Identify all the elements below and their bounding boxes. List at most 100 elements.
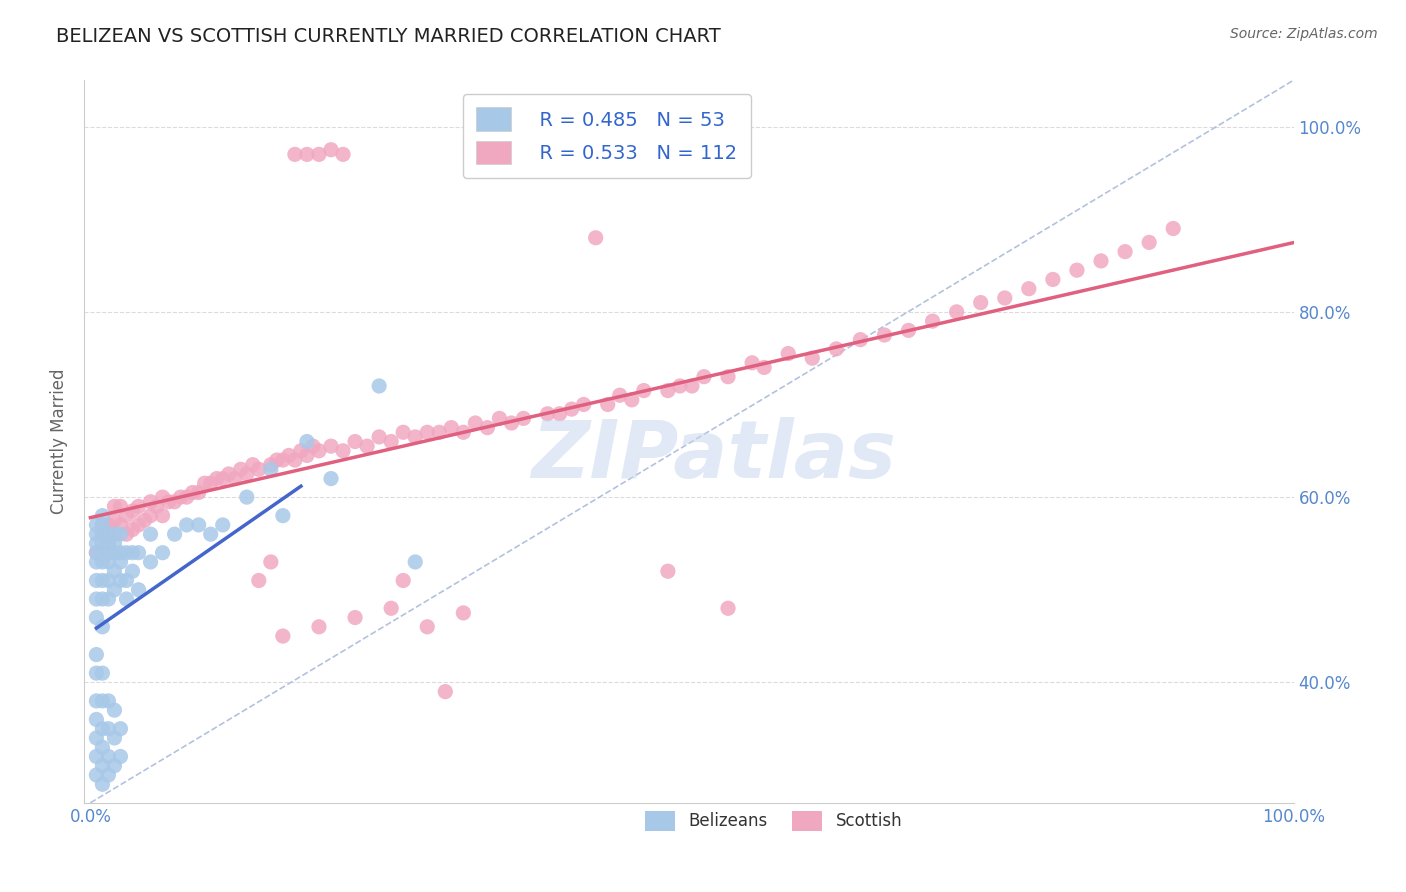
Point: [115, 527, 138, 541]
Point: [139, 555, 162, 569]
Point: [97, 536, 120, 550]
Point: [86, 555, 108, 569]
Point: [86, 666, 108, 681]
Point: [91, 527, 114, 541]
Point: [319, 439, 342, 453]
Point: [633, 384, 655, 398]
Point: [295, 434, 318, 449]
Point: [110, 546, 132, 560]
Point: [121, 504, 143, 518]
Point: [945, 305, 967, 319]
Point: [110, 500, 132, 514]
Point: [91, 777, 114, 791]
Point: [277, 449, 299, 463]
Point: [86, 592, 108, 607]
Point: [319, 143, 342, 157]
Text: ZIPatlas: ZIPatlas: [530, 417, 896, 495]
Point: [271, 453, 294, 467]
Point: [145, 500, 167, 514]
Point: [152, 508, 174, 523]
Point: [97, 694, 120, 708]
Point: [91, 694, 114, 708]
Point: [103, 536, 125, 550]
Point: [97, 592, 120, 607]
Point: [434, 684, 457, 698]
Point: [187, 485, 209, 500]
Point: [91, 620, 114, 634]
Point: [103, 513, 125, 527]
Point: [86, 574, 108, 588]
Point: [488, 411, 510, 425]
Point: [266, 453, 288, 467]
Point: [110, 574, 132, 588]
Point: [849, 333, 872, 347]
Point: [86, 527, 108, 541]
Point: [86, 546, 108, 560]
Point: [176, 517, 198, 532]
Point: [157, 494, 180, 508]
Point: [536, 407, 558, 421]
Point: [169, 490, 191, 504]
Point: [128, 517, 150, 532]
Point: [91, 592, 114, 607]
Point: [392, 425, 415, 440]
Point: [319, 472, 342, 486]
Point: [103, 546, 125, 560]
Point: [115, 592, 138, 607]
Point: [332, 443, 354, 458]
Point: [825, 342, 848, 356]
Point: [453, 606, 475, 620]
Point: [115, 574, 138, 588]
Point: [356, 439, 378, 453]
Point: [115, 508, 138, 523]
Point: [392, 574, 415, 588]
Point: [752, 360, 775, 375]
Point: [260, 458, 283, 472]
Point: [91, 574, 114, 588]
Point: [994, 291, 1017, 305]
Point: [97, 768, 120, 782]
Point: [97, 574, 120, 588]
Point: [91, 508, 114, 523]
Point: [453, 425, 475, 440]
Point: [176, 490, 198, 504]
Point: [121, 523, 143, 537]
Point: [344, 610, 367, 624]
Point: [290, 443, 312, 458]
Point: [681, 379, 703, 393]
Point: [970, 295, 993, 310]
Point: [110, 527, 132, 541]
Point: [1018, 282, 1040, 296]
Point: [194, 476, 217, 491]
Point: [139, 508, 162, 523]
Point: [271, 629, 294, 643]
Point: [205, 472, 228, 486]
Point: [477, 420, 499, 434]
Point: [308, 443, 330, 458]
Point: [368, 379, 391, 393]
Point: [1161, 221, 1184, 235]
Point: [91, 546, 114, 560]
Point: [86, 546, 108, 560]
Point: [368, 430, 391, 444]
Point: [717, 601, 740, 615]
Point: [86, 749, 108, 764]
Point: [91, 722, 114, 736]
Point: [97, 749, 120, 764]
Y-axis label: Currently Married: Currently Married: [51, 368, 69, 515]
Point: [308, 147, 330, 161]
Point: [921, 314, 943, 328]
Point: [86, 536, 108, 550]
Point: [218, 467, 240, 481]
Point: [200, 476, 222, 491]
Point: [97, 546, 120, 560]
Point: [91, 666, 114, 681]
Point: [229, 462, 252, 476]
Point: [110, 749, 132, 764]
Point: [103, 582, 125, 597]
Point: [1090, 254, 1112, 268]
Point: [187, 517, 209, 532]
Point: [91, 527, 114, 541]
Point: [897, 323, 920, 337]
Point: [224, 472, 246, 486]
